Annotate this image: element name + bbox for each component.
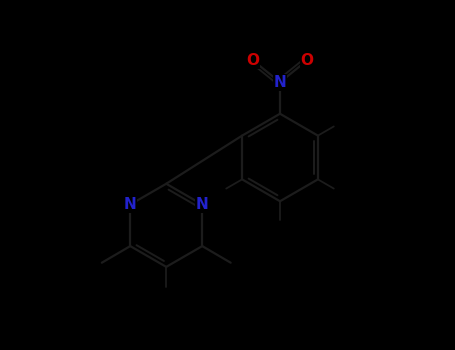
Text: N: N <box>196 197 209 212</box>
Text: O: O <box>301 53 313 68</box>
Text: N: N <box>124 197 136 212</box>
Text: O: O <box>246 53 259 68</box>
Text: N: N <box>273 75 286 90</box>
